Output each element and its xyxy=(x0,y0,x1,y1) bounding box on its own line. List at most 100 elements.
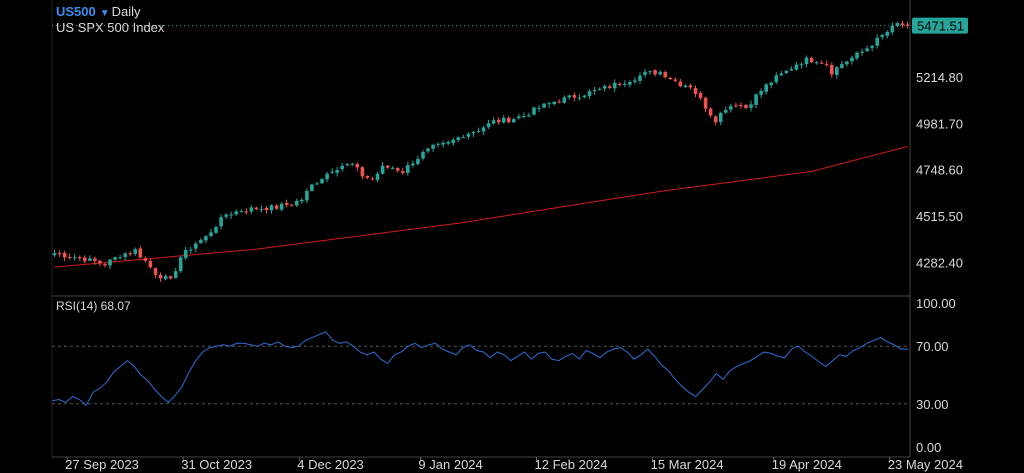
candle-body xyxy=(759,91,763,95)
candle-body xyxy=(355,163,360,168)
candle xyxy=(239,208,244,213)
candle-body xyxy=(295,200,299,206)
candle xyxy=(350,162,355,167)
candle xyxy=(532,106,536,116)
candle-body xyxy=(67,257,72,258)
caret-down-icon[interactable]: ▼ xyxy=(99,8,110,19)
candle-body xyxy=(703,97,708,109)
candle xyxy=(693,85,698,98)
price-tick-label: 4282.40 xyxy=(916,256,963,271)
candle xyxy=(840,60,844,69)
candle-body xyxy=(315,183,319,185)
candle xyxy=(113,256,117,262)
date-tick-label: 23 May 2024 xyxy=(888,457,963,472)
candle-body xyxy=(764,84,768,92)
candle-body xyxy=(572,95,577,98)
candle xyxy=(678,78,683,88)
candle-body xyxy=(774,75,779,83)
candle xyxy=(779,70,784,77)
candle-body xyxy=(194,243,198,249)
candle xyxy=(789,66,794,71)
candle-body xyxy=(370,178,375,180)
rsi-panel: 100.00 70.00 30.00 0.00 xyxy=(51,296,956,455)
candle-body xyxy=(476,131,481,133)
candle xyxy=(365,175,370,180)
candle-body xyxy=(905,24,910,26)
candle xyxy=(57,250,62,257)
candle xyxy=(567,94,572,100)
candle xyxy=(809,56,814,64)
candle xyxy=(865,45,869,53)
candle xyxy=(542,102,546,109)
price-tick-label: 5214.80 xyxy=(916,70,963,85)
candle-body xyxy=(380,165,385,174)
candle-body xyxy=(830,65,834,75)
candle-body xyxy=(628,82,632,85)
candle-body xyxy=(259,208,264,210)
candle-body xyxy=(350,163,355,165)
timeframe-label[interactable]: Daily xyxy=(111,4,141,19)
candle xyxy=(491,117,496,125)
candle-body xyxy=(426,148,430,152)
candle-body xyxy=(496,119,501,123)
candle xyxy=(451,137,455,147)
candle xyxy=(688,83,693,90)
candle-body xyxy=(229,214,233,216)
candle xyxy=(814,61,819,65)
candle-body xyxy=(618,83,622,85)
candle xyxy=(794,62,799,71)
candle xyxy=(295,198,299,208)
candle xyxy=(759,88,763,99)
candle-body xyxy=(860,51,864,53)
candle-body xyxy=(663,72,667,78)
candle xyxy=(249,205,254,215)
candle xyxy=(143,256,148,263)
candle xyxy=(729,103,733,113)
candle-body xyxy=(673,79,678,81)
candle-body xyxy=(173,271,178,278)
candle-body xyxy=(274,205,279,209)
candle-body xyxy=(638,75,642,81)
candle-body xyxy=(678,81,683,87)
candle-body xyxy=(789,69,794,71)
date-tick-label: 31 Oct 2023 xyxy=(181,457,252,472)
candle-body xyxy=(870,46,874,48)
candle-body xyxy=(517,116,521,119)
candle xyxy=(850,55,854,65)
candle xyxy=(254,206,259,211)
candle xyxy=(527,112,531,118)
candle xyxy=(406,161,410,176)
candle-body xyxy=(824,64,829,66)
candle-body xyxy=(698,92,703,98)
candle xyxy=(123,251,127,261)
candle xyxy=(340,162,344,172)
candle-body xyxy=(365,176,370,178)
candle xyxy=(855,51,859,61)
candle xyxy=(819,60,824,65)
candle xyxy=(774,72,779,85)
candle-body xyxy=(62,253,67,258)
candle xyxy=(375,171,380,183)
candle-body xyxy=(855,52,859,59)
candle xyxy=(607,84,612,90)
candle-body xyxy=(683,85,688,87)
candle-body xyxy=(850,57,854,62)
candle-body xyxy=(360,167,365,177)
candle-body xyxy=(461,137,466,139)
candle-body xyxy=(305,190,309,201)
candle xyxy=(764,83,768,95)
candle-body xyxy=(507,117,511,123)
candle xyxy=(522,112,526,119)
candle-body xyxy=(98,260,102,264)
candle-body xyxy=(633,80,637,82)
candle-body xyxy=(446,142,450,144)
candle xyxy=(83,255,87,264)
candle-body xyxy=(491,120,496,124)
candle xyxy=(244,208,249,215)
candle-body xyxy=(804,57,809,65)
candle-body xyxy=(814,62,819,64)
candle xyxy=(602,84,607,92)
symbol-label[interactable]: US500 xyxy=(56,4,96,19)
candle-body xyxy=(178,257,183,272)
